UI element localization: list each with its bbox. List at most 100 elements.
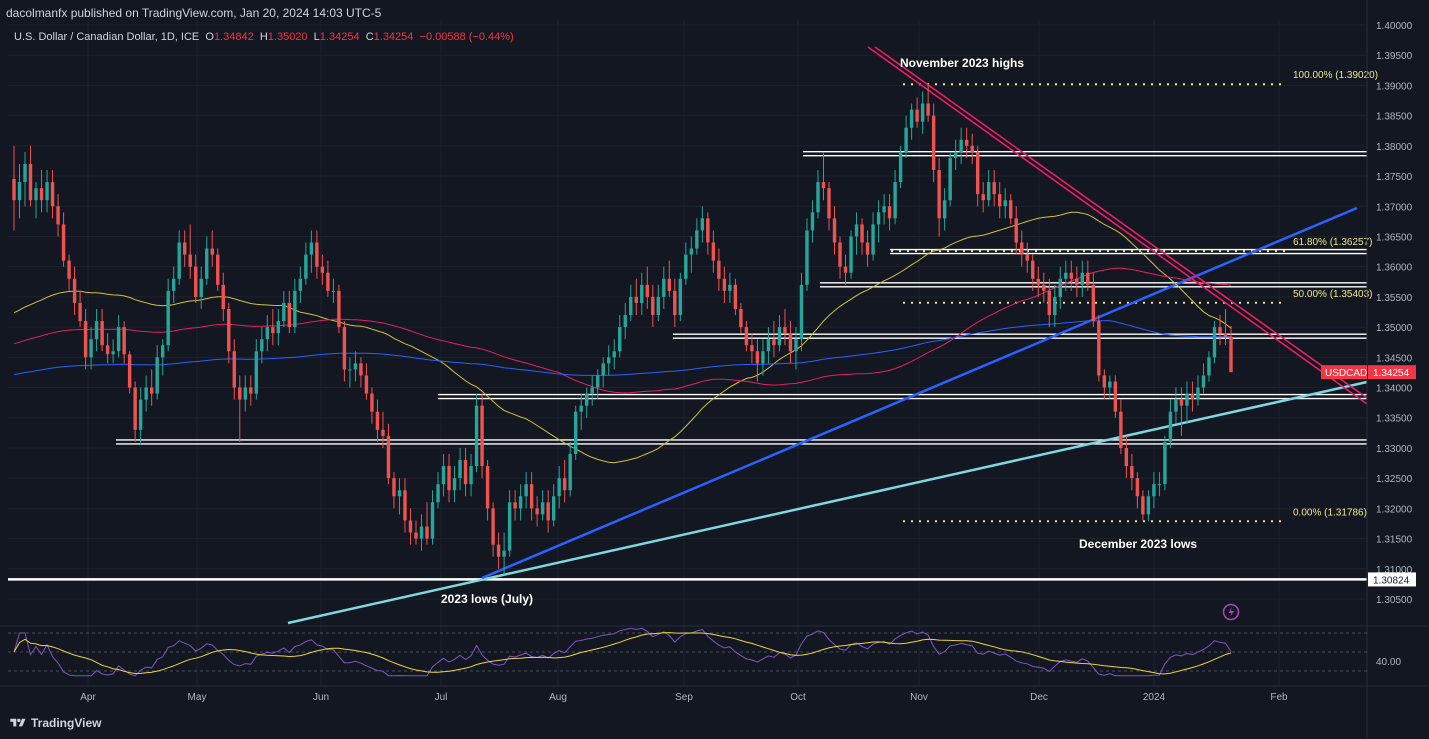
candle [1108, 375, 1112, 400]
candle [865, 230, 870, 267]
annotations: November 2023 highs December 2023 lows 2… [441, 56, 1197, 606]
candle [1124, 435, 1129, 479]
candle [711, 230, 716, 273]
candle-body [1075, 278, 1079, 285]
candle [232, 339, 236, 400]
candle [904, 115, 908, 158]
candle-body [1080, 272, 1085, 285]
candle [700, 206, 705, 243]
alert-icon[interactable] [1222, 603, 1240, 621]
candle [12, 145, 16, 231]
candle [986, 170, 991, 207]
candle [794, 327, 798, 370]
candle [777, 315, 782, 352]
candle [860, 218, 864, 255]
candle [766, 327, 771, 364]
candle-body [706, 218, 710, 243]
candle-body [551, 496, 556, 521]
price-badge [1368, 365, 1416, 380]
candle-body [926, 103, 930, 116]
time-tick-label: Dec [1030, 692, 1048, 703]
candle-body [986, 182, 991, 201]
candle [298, 266, 303, 303]
candle [243, 375, 247, 412]
price-tick-label: 1.40000 [1376, 21, 1413, 32]
candle [425, 502, 429, 545]
candle [23, 151, 27, 207]
candle-body [348, 369, 352, 371]
candle-body [1102, 375, 1107, 388]
candle [133, 381, 137, 442]
candle [1031, 254, 1035, 291]
candle-body [667, 278, 672, 291]
fib-label: 50.00% (1.35403) [1293, 289, 1373, 300]
ohlc-legend: U.S. Dollar / Canadian Dollar, 1D, ICE O… [14, 31, 514, 43]
candle [695, 218, 699, 255]
candle [337, 284, 341, 334]
rsi-line [13, 627, 1232, 677]
candle-body [127, 354, 132, 388]
candle-body [166, 290, 170, 346]
candle [111, 339, 115, 364]
candle-body [1152, 484, 1156, 497]
candle [673, 278, 677, 328]
candle [138, 387, 143, 445]
candle [540, 490, 545, 521]
price-tick-label: 1.39000 [1376, 81, 1413, 92]
price-tick-label: 1.31500 [1376, 535, 1413, 546]
candle-body [1124, 447, 1129, 467]
candle-body [607, 357, 611, 364]
candle [909, 103, 914, 140]
downtrend-line [867, 46, 1368, 405]
candle [684, 242, 688, 285]
candle [623, 302, 627, 340]
candle [1091, 272, 1096, 328]
candle [496, 532, 501, 569]
candle-body [750, 345, 754, 352]
candle-body [849, 236, 853, 273]
candle [871, 212, 875, 261]
candle-body [816, 182, 820, 213]
annotation-nov-highs: November 2023 highs [900, 56, 1024, 70]
candle-body [761, 351, 765, 364]
rsi-ma-line [13, 632, 1232, 675]
candle [788, 321, 793, 364]
change-value: −0.00588 (−0.44%) [419, 31, 514, 43]
candle-body [1119, 411, 1123, 448]
candle-body [518, 496, 523, 509]
candle-body [777, 327, 782, 346]
low-badge [1368, 572, 1416, 587]
price-tick-label: 1.38500 [1376, 112, 1413, 123]
candle-body [799, 284, 804, 340]
annotation-dec-lows: December 2023 lows [1079, 537, 1197, 551]
candle-body [970, 145, 974, 152]
candle [772, 321, 776, 358]
candle [1058, 266, 1062, 309]
sma100-line [13, 267, 1232, 394]
candle [249, 375, 253, 406]
candle [304, 242, 308, 285]
candle-body [265, 327, 270, 340]
price-tick-label: 1.36500 [1376, 232, 1413, 243]
price-tick-label: 1.37500 [1376, 172, 1413, 183]
high-value: 1.35020 [267, 31, 308, 43]
candle-body [28, 163, 33, 201]
candle-body [562, 478, 567, 491]
tradingview-footer[interactable]: TradingView [10, 716, 101, 730]
candle-body [287, 302, 292, 328]
candle-body [931, 115, 936, 171]
candle-body [948, 157, 952, 201]
candle [386, 423, 391, 485]
candle-body [684, 254, 688, 279]
candle-body [425, 526, 429, 539]
candle-body [254, 351, 259, 394]
time-tick-label: Sep [675, 692, 693, 703]
candle [480, 393, 484, 479]
candle-body [1168, 411, 1173, 442]
candle-body [50, 182, 55, 207]
candle-body [94, 321, 99, 340]
candle [1075, 266, 1079, 297]
candle [1130, 453, 1134, 491]
